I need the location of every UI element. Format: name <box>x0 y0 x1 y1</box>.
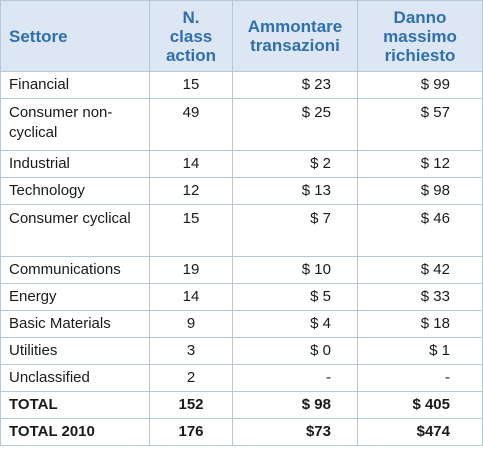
cell-sector: Utilities <box>0 337 150 365</box>
cell-count: 14 <box>149 283 233 311</box>
header-class-action-line: class <box>169 26 213 46</box>
table-row: Consumer non-cyclical 49 $ 25 $ 57 <box>0 98 483 151</box>
header-transactions-line: Ammontare <box>247 17 343 36</box>
header-transactions-line: transazioni <box>250 36 340 55</box>
cell-sector: Unclassified <box>0 364 150 392</box>
cell-sector: Technology <box>0 177 150 205</box>
header-damages: Danno massimo richiesto <box>357 0 483 72</box>
table-row: Energy 14 $ 5 $ 33 <box>0 283 483 311</box>
header-damages-line: richiesto <box>384 45 456 65</box>
cell-amount: $ 5 <box>232 283 358 311</box>
cell-count: 15 <box>149 71 233 99</box>
cell-count: 176 <box>149 418 233 446</box>
cell-damage: - <box>357 364 483 392</box>
cell-amount: $ 23 <box>232 71 358 99</box>
cell-count: 152 <box>149 391 233 419</box>
cell-amount: $ 25 <box>232 98 358 151</box>
table-row: Consumer cyclical 15 $ 7 $ 46 <box>0 204 483 257</box>
cell-damage: $ 1 <box>357 337 483 365</box>
table-row: Communications 19 $ 10 $ 42 <box>0 256 483 284</box>
cell-damage: $474 <box>357 418 483 446</box>
cell-sector: Financial <box>0 71 150 99</box>
header-class-action: N. class action <box>149 0 233 72</box>
header-damages-line: Danno <box>393 7 447 27</box>
cell-sector: Consumer cyclical <box>0 204 150 257</box>
class-action-table: Settore N. class action Ammontare transa… <box>0 0 483 446</box>
cell-count: 12 <box>149 177 233 205</box>
table-header: Settore N. class action Ammontare transa… <box>0 0 483 72</box>
cell-damage: $ 18 <box>357 310 483 338</box>
cell-damage: $ 33 <box>357 283 483 311</box>
table-row: Technology 12 $ 13 $ 98 <box>0 177 483 205</box>
cell-count: 19 <box>149 256 233 284</box>
cell-amount: $ 0 <box>232 337 358 365</box>
cell-damage: $ 99 <box>357 71 483 99</box>
cell-amount: $ 98 <box>232 391 358 419</box>
cell-amount: $ 7 <box>232 204 358 257</box>
total-row: TOTAL 152 $ 98 $ 405 <box>0 391 483 419</box>
table-row: Industrial 14 $ 2 $ 12 <box>0 150 483 178</box>
cell-amount: $73 <box>232 418 358 446</box>
cell-amount: $ 10 <box>232 256 358 284</box>
header-row: Settore N. class action Ammontare transa… <box>0 0 483 72</box>
cell-damage: $ 46 <box>357 204 483 257</box>
cell-amount: - <box>232 364 358 392</box>
cell-count: 2 <box>149 364 233 392</box>
cell-amount: $ 2 <box>232 150 358 178</box>
cell-count: 14 <box>149 150 233 178</box>
cell-amount: $ 13 <box>232 177 358 205</box>
cell-count: 49 <box>149 98 233 151</box>
table-row: Utilities 3 $ 0 $ 1 <box>0 337 483 365</box>
header-damages-line: massimo <box>383 26 457 46</box>
cell-sector: Industrial <box>0 150 150 178</box>
header-class-action-line: N. <box>182 7 200 27</box>
cell-damage: $ 12 <box>357 150 483 178</box>
cell-damage: $ 57 <box>357 98 483 151</box>
cell-amount: $ 4 <box>232 310 358 338</box>
cell-sector: Communications <box>0 256 150 284</box>
cell-damage: $ 405 <box>357 391 483 419</box>
total-2010-row: TOTAL 2010 176 $73 $474 <box>0 418 483 446</box>
cell-count: 3 <box>149 337 233 365</box>
table-body: Financial 15 $ 23 $ 99 Consumer non-cycl… <box>0 71 483 446</box>
cell-count: 9 <box>149 310 233 338</box>
cell-sector: Basic Materials <box>0 310 150 338</box>
cell-damage: $ 98 <box>357 177 483 205</box>
table-row: Basic Materials 9 $ 4 $ 18 <box>0 310 483 338</box>
cell-sector: TOTAL <box>0 391 150 419</box>
header-class-action-line: action <box>165 45 217 65</box>
cell-sector: Consumer non-cyclical <box>0 98 150 151</box>
header-sector: Settore <box>0 0 150 72</box>
table-row: Unclassified 2 - - <box>0 364 483 392</box>
cell-sector: TOTAL 2010 <box>0 418 150 446</box>
table-row: Financial 15 $ 23 $ 99 <box>0 71 483 99</box>
cell-sector: Energy <box>0 283 150 311</box>
cell-count: 15 <box>149 204 233 257</box>
header-transactions: Ammontare transazioni <box>232 0 358 72</box>
cell-damage: $ 42 <box>357 256 483 284</box>
